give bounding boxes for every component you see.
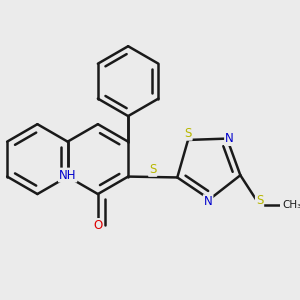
Text: S: S [184,127,192,140]
Text: O: O [93,219,103,232]
Text: CH₃: CH₃ [282,200,300,210]
Text: N: N [225,132,234,145]
Text: S: S [149,163,156,176]
Text: N: N [204,195,212,208]
Text: S: S [256,194,263,207]
Text: NH: NH [59,169,76,182]
